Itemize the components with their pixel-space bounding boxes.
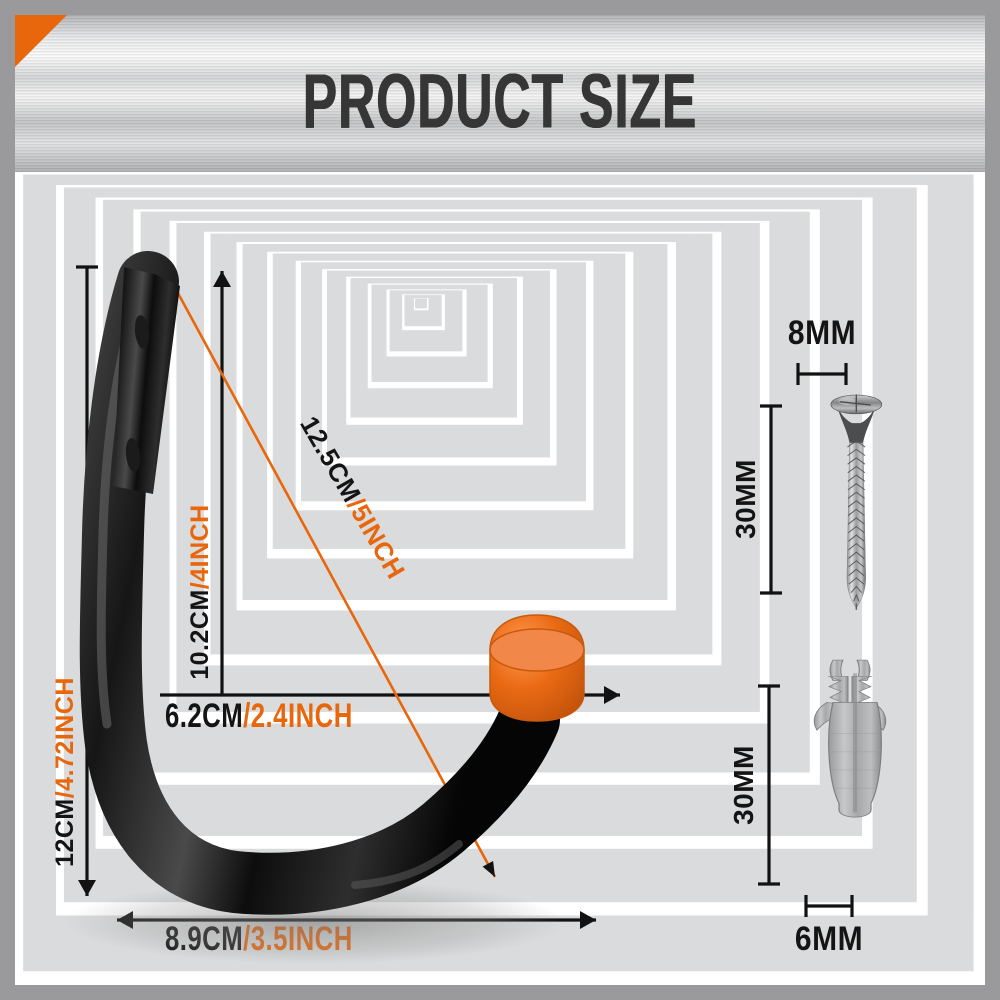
svg-text:10.2CM/4INCH: 10.2CM/4INCH <box>186 504 214 680</box>
svg-text:30MM: 30MM <box>730 459 761 539</box>
svg-text:6.2CM/2.4INCH: 6.2CM/2.4INCH <box>165 698 353 735</box>
svg-text:12CM/4.72INCH: 12CM/4.72INCH <box>51 677 79 867</box>
svg-text:8MM: 8MM <box>788 313 856 351</box>
svg-text:30MM: 30MM <box>728 745 759 825</box>
svg-text:6MM: 6MM <box>795 919 863 957</box>
